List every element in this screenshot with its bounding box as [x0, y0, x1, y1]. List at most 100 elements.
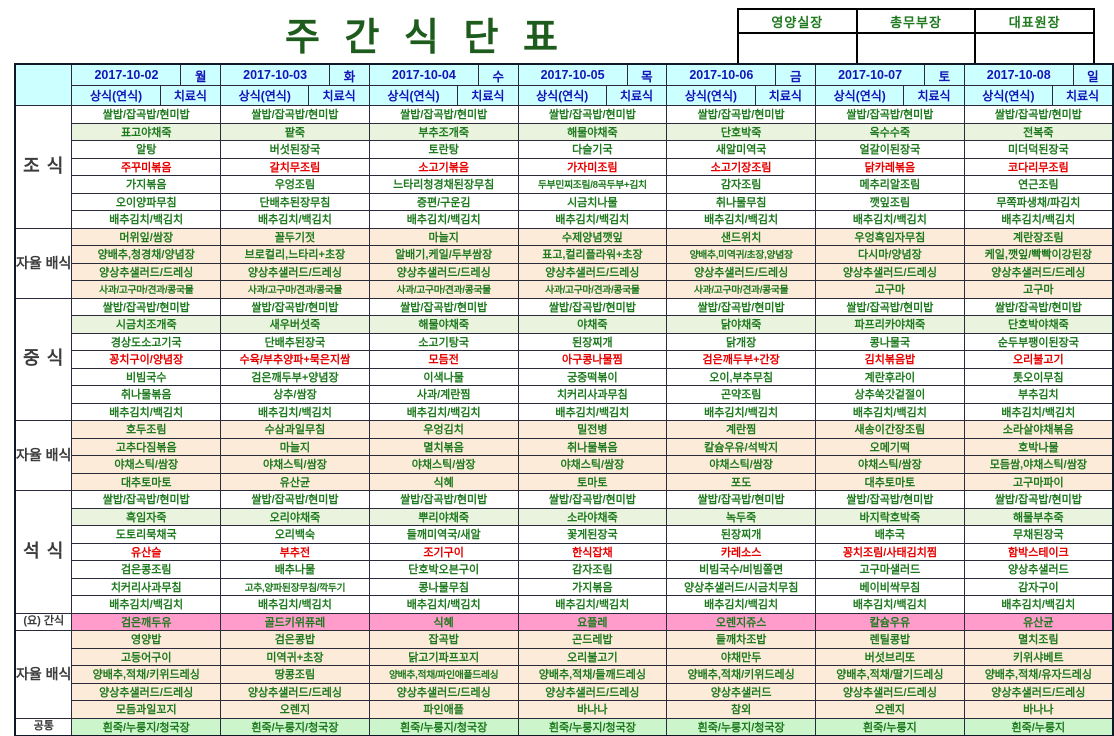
- menu-item-cell: 해물부추죽: [963, 507, 1114, 526]
- menu-item-cell: 쌀밥/잡곡밥/현미밥: [220, 297, 370, 316]
- weekday-cell: 토: [924, 63, 965, 86]
- menu-item-cell: 상추/쌈장: [220, 385, 370, 404]
- menu-item-cell: 식혜: [368, 612, 519, 631]
- menu-item-cell: 야채스틱/쌈장: [220, 455, 370, 474]
- menu-item-cell: 쌀밥/잡곡밥/현미밥: [963, 297, 1114, 316]
- menu-item-cell: 콩나물국: [815, 332, 965, 351]
- menu-item-cell: 버섯브리또: [815, 647, 965, 666]
- menu-item-cell: 고구마샐러드: [815, 560, 965, 579]
- menu-item-cell: 배추김치/백김치: [368, 595, 519, 614]
- menu-item-cell: 꼴두기젓: [220, 227, 370, 246]
- menu-item-cell: 꽁치조림/사태김치찜: [815, 542, 965, 561]
- menu-item-cell: 함박스테이크: [963, 542, 1114, 561]
- menu-item-cell: 야채스틱/쌈장: [517, 455, 668, 474]
- menu-item-cell: 아구콩나물찜: [517, 350, 668, 369]
- menu-item-cell: 호두조림: [71, 420, 222, 439]
- menu-item-cell: 오리야채죽: [220, 507, 370, 526]
- menu-item-cell: 검은깨두부+양념장: [220, 367, 370, 386]
- date-cell: 2017-10-02: [71, 63, 182, 86]
- menu-item-cell: 얼갈이된장국: [815, 140, 965, 159]
- menu-item-cell: 렌틸콩밥: [815, 630, 965, 649]
- meal-type-normal-cell: 상식(연식): [517, 85, 607, 106]
- menu-item-cell: 된장찌개: [517, 332, 668, 351]
- menu-item-cell: 고추,양파된장무침/깍두기: [220, 577, 370, 596]
- menu-item-cell: 닭개장: [666, 332, 817, 351]
- weekday-cell: 화: [329, 63, 370, 86]
- menu-item-cell: 배추김치/백김치: [71, 402, 222, 421]
- menu-item-cell: 곤약조림: [666, 385, 817, 404]
- menu-item-cell: 부추전: [220, 542, 370, 561]
- menu-item-cell: 옥수수죽: [815, 122, 965, 141]
- menu-item-cell: 배추김치/백김치: [815, 595, 965, 614]
- approval-signature-cell: [855, 32, 977, 65]
- menu-item-cell: 쌀밥/잡곡밥/현미밥: [71, 490, 222, 509]
- menu-item-cell: 감자구이: [963, 577, 1114, 596]
- menu-item-cell: 취나물볶음: [71, 385, 222, 404]
- menu-item-cell: 깻잎조림: [815, 192, 965, 211]
- menu-item-cell: 배추김치/백김치: [517, 402, 668, 421]
- menu-item-cell: 카레소스: [666, 542, 817, 561]
- menu-item-cell: 바나나: [963, 700, 1114, 719]
- menu-item-cell: 양상추샐러드: [963, 560, 1114, 579]
- menu-item-cell: 사과/고구마/견과/콩국물: [517, 280, 668, 299]
- menu-item-cell: 가자미조림: [517, 157, 668, 176]
- menu-item-cell: 배추김치/백김치: [220, 210, 370, 229]
- menu-item-cell: 유산슬: [71, 542, 222, 561]
- weekday-cell: 월: [180, 63, 222, 86]
- menu-item-cell: 부추조개죽: [368, 122, 519, 141]
- weekday-cell: 목: [626, 63, 668, 86]
- menu-item-cell: 양배추,적채/키위드레싱: [71, 665, 222, 684]
- menu-item-cell: 대추토마토: [815, 472, 965, 491]
- meal-type-normal-cell: 상식(연식): [963, 85, 1054, 106]
- menu-item-cell: 파프리카야채죽: [815, 315, 965, 334]
- menu-item-cell: 쌀밥/잡곡밥/현미밥: [368, 297, 519, 316]
- menu-item-cell: 계란장조림: [963, 227, 1114, 246]
- menu-item-cell: 땅콩조림: [220, 665, 370, 684]
- menu-item-cell: 쌀밥/잡곡밥/현미밥: [815, 105, 965, 124]
- menu-item-cell: 고구마: [815, 280, 965, 299]
- menu-item-cell: 흰죽/누룽지: [963, 717, 1114, 736]
- menu-item-cell: 두부민찌조림/8곡두부+김치: [517, 175, 668, 194]
- menu-item-cell: 바지락호박죽: [815, 507, 965, 526]
- menu-item-cell: 오리불고기: [517, 647, 668, 666]
- menu-item-cell: 쌀밥/잡곡밥/현미밥: [815, 297, 965, 316]
- menu-item-cell: 검은콩조림: [71, 560, 222, 579]
- meal-type-therapy-cell: 치료식: [903, 85, 965, 106]
- menu-item-cell: 마늘지: [368, 227, 519, 246]
- date-cell: 2017-10-08: [963, 63, 1074, 86]
- menu-item-cell: 사과/고구마/견과/콩국물: [368, 280, 519, 299]
- menu-item-cell: 취나물볶음: [517, 437, 668, 456]
- menu-item-cell: 쌀밥/잡곡밥/현미밥: [815, 490, 965, 509]
- menu-item-cell: 양상추샐러드: [666, 682, 817, 701]
- menu-item-cell: 바나나: [517, 700, 668, 719]
- menu-item-cell: 쌀밥/잡곡밥/현미밥: [963, 105, 1114, 124]
- menu-item-cell: 검은콩밥: [220, 630, 370, 649]
- menu-item-cell: 취나물무침: [666, 192, 817, 211]
- menu-item-cell: 새알미역국: [666, 140, 817, 159]
- menu-item-cell: 톳오이무침: [963, 367, 1114, 386]
- menu-item-cell: 오렌지쥬스: [666, 612, 817, 631]
- menu-item-cell: 양상추샐러드/드레싱: [368, 262, 519, 281]
- section-label-breakfast: 조 식: [14, 105, 73, 229]
- menu-item-cell: 양상추샐러드/드레싱: [815, 682, 965, 701]
- menu-item-cell: 꽃게된장국: [517, 525, 668, 544]
- header-corner-cell: [14, 63, 73, 106]
- meal-type-therapy-cell: 치료식: [605, 85, 668, 106]
- menu-item-cell: 비빔국수/비빔쫄면: [666, 560, 817, 579]
- menu-item-cell: 오렌지: [815, 700, 965, 719]
- menu-item-cell: 오리백숙: [220, 525, 370, 544]
- menu-item-cell: 마늘지: [220, 437, 370, 456]
- menu-item-cell: 배추김치/백김치: [963, 402, 1114, 421]
- menu-item-cell: 검은깨두유: [71, 612, 222, 631]
- menu-item-cell: 수삼과일무침: [220, 420, 370, 439]
- menu-item-cell: 알탕: [71, 140, 222, 159]
- meal-type-therapy-cell: 치료식: [1052, 85, 1114, 106]
- menu-item-cell: 쌀밥/잡곡밥/현미밥: [220, 105, 370, 124]
- menu-item-cell: 전복죽: [963, 122, 1114, 141]
- menu-item-cell: 사과/고구마/견과/콩국물: [71, 280, 222, 299]
- menu-item-cell: 양배추,적채/유자드레싱: [963, 665, 1114, 684]
- menu-item-cell: 쌀밥/잡곡밥/현미밥: [71, 105, 222, 124]
- menu-item-cell: 오메기떡: [815, 437, 965, 456]
- menu-item-cell: 참외: [666, 700, 817, 719]
